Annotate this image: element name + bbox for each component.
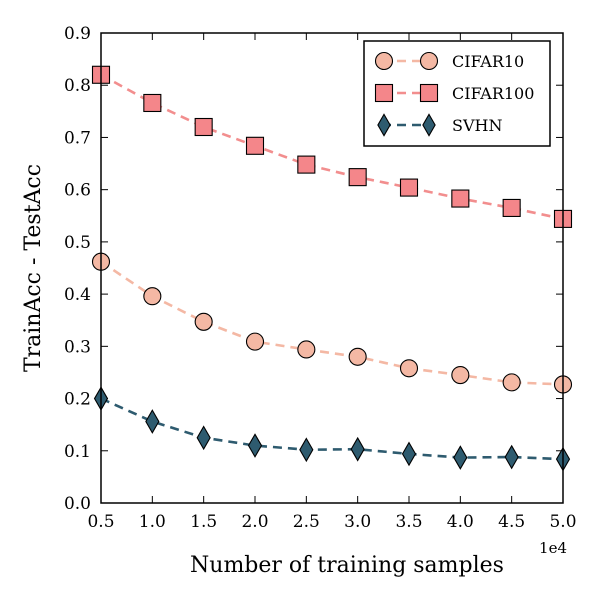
series-line-svhn <box>100 397 564 461</box>
x-tick-label: 2.0 <box>241 512 268 532</box>
x-tick-label: 5.0 <box>549 512 576 532</box>
tick-labels: 0.5 1.0 1.5 2.0 2.5 3.0 3.5 4.0 4.5 5.0 0.0 0.1 0.2 0… <box>64 24 577 532</box>
data-point-cifar10 <box>348 347 367 366</box>
legend-marker-cifar100 <box>374 83 394 103</box>
legend-marker-cifar100 <box>419 83 439 103</box>
y-tick-label: 0.5 <box>64 233 91 253</box>
data-point-cifar10 <box>399 359 419 378</box>
data-point-cifar10 <box>502 373 521 392</box>
x-tick-label: 4.5 <box>498 512 525 532</box>
data-point-cifar10 <box>194 312 213 331</box>
data-point-cifar10 <box>245 332 265 351</box>
data-point-cifar10 <box>143 287 162 306</box>
legend-label-cifar10: CIFAR10 <box>452 52 524 71</box>
data-point-cifar100 <box>245 136 265 155</box>
legend-label-cifar100: CIFAR100 <box>452 84 534 103</box>
legend-label-svhn: SVHN <box>452 116 502 135</box>
y-tick-label: 0.0 <box>64 494 91 514</box>
series-line-cifar10 <box>100 260 564 386</box>
x-tick-label: 2.5 <box>293 512 320 532</box>
x-axis-title: Number of training samples <box>190 553 504 578</box>
legend-marker-svhn <box>422 113 436 137</box>
data-point-svhn <box>401 441 417 467</box>
legend-marker-svhn <box>377 113 391 137</box>
data-point-svhn <box>196 425 211 451</box>
data-point-cifar100 <box>194 117 213 137</box>
data-point-svhn <box>453 445 468 470</box>
x-tick-label: 3.5 <box>395 512 422 532</box>
y-tick-label: 0.6 <box>64 181 91 201</box>
y-tick-label: 0.8 <box>64 76 91 96</box>
series-lines <box>100 73 564 461</box>
legend-marker-cifar10 <box>374 51 394 71</box>
data-point-cifar100 <box>297 155 316 174</box>
data-point-svhn <box>299 437 314 463</box>
y-tick-label: 0.4 <box>64 285 91 305</box>
y-tick-label: 0.2 <box>64 390 91 410</box>
x-tick-label: 1.5 <box>190 512 217 532</box>
x-tick-label: 3.0 <box>344 512 371 532</box>
data-point-svhn <box>247 433 263 458</box>
data-point-cifar100 <box>143 93 162 113</box>
legend: CIFAR10 CIFAR100 SVHN <box>363 40 551 147</box>
data-point-svhn <box>504 444 519 470</box>
data-point-cifar100 <box>348 168 367 187</box>
data-point-cifar100 <box>502 198 521 217</box>
x-tick-label: 4.0 <box>447 512 474 532</box>
data-point-cifar10 <box>297 340 316 359</box>
y-tick-label: 0.1 <box>64 442 91 462</box>
y-tick-label: 0.7 <box>64 128 91 148</box>
legend-marker-cifar10 <box>419 51 439 71</box>
data-point-cifar100 <box>451 189 470 208</box>
x-tick-label: 1.0 <box>139 512 166 532</box>
data-point-cifar10 <box>451 366 470 385</box>
y-tick-label: 0.9 <box>64 24 91 44</box>
data-point-svhn <box>145 409 160 434</box>
legend-box <box>363 40 551 147</box>
plot-frame <box>100 32 564 504</box>
data-point-cifar100 <box>399 178 419 197</box>
x-tick-label: 0.5 <box>87 512 114 532</box>
x-axis-multiplier: 1e4 <box>539 539 567 557</box>
data-point-svhn <box>350 436 365 462</box>
series-line-cifar100 <box>100 73 564 221</box>
y-tick-label: 0.3 <box>64 337 91 357</box>
y-axis-title: TrainAcc - TestAcc <box>21 164 46 372</box>
